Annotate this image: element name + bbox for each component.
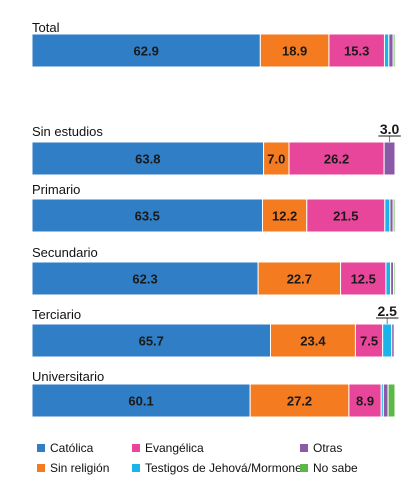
legend-label: Evangélica [145,441,204,455]
data-label: 7.5 [360,334,378,349]
data-label: 18.9 [282,44,307,59]
category-label: Terciario [32,307,81,322]
legend-label: Sin religión [50,461,109,475]
legend-item-sin-religion: Sin religión [37,461,109,475]
bar-segment-otras [388,33,394,68]
category-label: Secundario [32,245,98,260]
bar-segment-catolica [31,33,261,68]
bar-segment-sin-religion [259,33,330,68]
legend-label: No sabe [313,461,358,475]
bar-segment-testigos-de-jehova-mormones [385,261,392,296]
data-label: 12.5 [351,272,376,287]
legend-swatch [132,444,140,452]
bar-segment-no-sabe [392,33,396,68]
data-label: 62.3 [132,272,157,287]
data-label: 8.9 [356,394,374,409]
bar-segment-no-sabe [387,383,396,418]
legend-swatch [37,444,45,452]
callout-label: 2.5 [377,303,397,319]
legend: Católica Sin religión Evangélica Testigos d… [37,441,358,475]
bar-segment-evangelica [306,198,386,233]
category-label: Primario [32,182,80,197]
legend-swatch [300,464,308,472]
legend-swatch [37,464,45,472]
data-label: 63.5 [135,209,160,224]
bar-segment-otras [383,141,396,176]
legend-item-testigos-de-jehova-mormones: Testigos de Jehová/Mormones [132,461,308,475]
data-label: 60.1 [128,394,153,409]
data-label: 12.2 [272,209,297,224]
data-label: 21.5 [333,209,358,224]
data-label: 26.2 [324,152,349,167]
bar-segment-catolica [31,323,271,358]
bar-segment-otras [382,383,389,418]
bar-segment-no-sabe [392,198,396,233]
bar-segment-evangelica [348,383,382,418]
legend-item-catolica: Católica [37,441,94,455]
bar-segment-evangelica [354,323,384,358]
bar-segment-sin-religion [249,383,350,418]
bar-group-terciario: Terciario 65.7 23.4 7.5 2.5 [31,303,399,358]
bar-segment-catolica [31,383,251,418]
bars-layer: Total 62.9 18.9 15.3 Sin estudios 63.8 7.0 26.2… [31,20,401,418]
legend-label: Otras [313,441,342,455]
category-label: Sin estudios [32,124,103,139]
bar-segment-no-sabe [393,261,396,296]
bar-segment-evangelica [288,141,385,176]
legend-item-otras: Otras [300,441,342,455]
bar-segment-sin-religion [269,323,356,358]
bar-group-primario: Primario 63.5 12.2 21.5 [31,182,396,233]
bar-group-total: Total 62.9 18.9 15.3 [31,20,396,68]
category-label: Universitario [32,369,104,384]
data-label: 7.0 [267,152,285,167]
bar-group-universitario: Universitario 60.1 27.2 8.9 [31,369,396,418]
bar-segment-catolica [31,261,259,296]
legend-swatch [300,444,308,452]
bar-group-sin-estudios: Sin estudios 63.8 7.0 26.2 3.0 [31,121,401,176]
bar-segment-evangelica [328,33,385,68]
legend-swatch [132,464,140,472]
data-label: 27.2 [287,394,312,409]
data-label: 65.7 [139,334,164,349]
callout-label: 3.0 [380,121,400,137]
bar-segment-evangelica [340,261,387,296]
data-label: 62.9 [134,44,159,59]
data-label: 63.8 [135,152,160,167]
bar-segment-testigos-de-jehova-mormones [383,33,390,68]
legend-label: Testigos de Jehová/Mormones [145,461,308,475]
bar-segment-sin-religion [262,198,308,233]
data-label: 22.7 [287,272,312,287]
bar-segment-testigos-de-jehova-mormones [382,323,393,358]
bar-segment-testigos-de-jehova-mormones [384,198,391,233]
category-label: Total [32,20,60,35]
bar-segment-catolica [31,198,263,233]
data-label: 15.3 [344,44,369,59]
legend-item-no-sabe: No sabe [300,461,358,475]
legend-item-evangelica: Evangélica [132,441,204,455]
bar-segment-no-sabe [393,323,396,358]
data-label: 23.4 [300,334,326,349]
legend-label: Católica [50,441,94,455]
bar-group-secundario: Secundario 62.3 22.7 12.5 [31,245,396,296]
bar-segment-sin-religion [263,141,290,176]
